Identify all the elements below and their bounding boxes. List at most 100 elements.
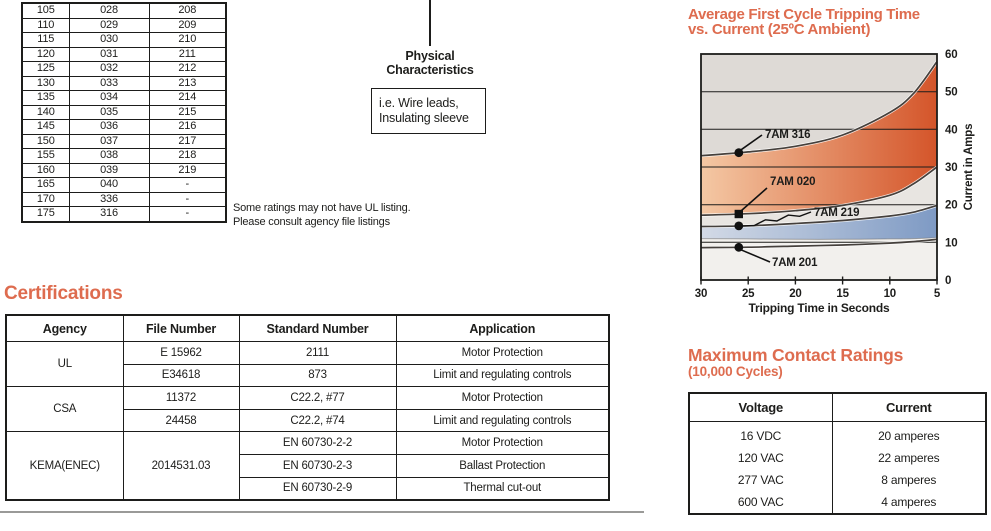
ratings-row: 110 029 209 <box>21 17 227 33</box>
marker-dot <box>734 221 744 231</box>
ratings-cell: - <box>148 206 227 222</box>
bottom-divider-line <box>0 511 644 513</box>
band-gray-mid <box>701 167 937 227</box>
ratings-cell: 165 <box>21 177 70 193</box>
ratings-cell: 036 <box>68 119 150 135</box>
contact-ratings-table-body: 16 VDC 20 amperes 120 VAC 22 amperes 277 VAC… <box>689 421 986 514</box>
ratings-row: 150 037 217 <box>21 133 227 149</box>
ratings-cell: 037 <box>68 133 150 149</box>
ratings-cell: 160 <box>21 162 70 178</box>
y-tick-label-10: 10 <box>945 237 957 249</box>
application-cell: Thermal cut-out <box>395 476 610 501</box>
ratings-cell: 212 <box>148 61 227 77</box>
ratings-cell: 150 <box>21 133 70 149</box>
file-number-cell: 2014531.03 <box>122 431 240 501</box>
ul-listing-note: Some ratings may not have UL listing. Pl… <box>233 201 411 229</box>
ratings-cell: 032 <box>68 61 150 77</box>
agency-cell: UL <box>5 340 124 388</box>
contact-ratings-heading-line1: Maximum Contact Ratings <box>688 345 904 365</box>
ratings-cell: 219 <box>148 162 227 178</box>
chart-title: Average First Cycle Tripping Time vs. Cu… <box>688 7 920 37</box>
contact-ratings-heading: Maximum Contact Ratings (10,000 Cycles) <box>688 346 903 379</box>
ratings-row: 125 032 212 <box>21 61 227 77</box>
ratings-cell: - <box>148 191 227 207</box>
standard-number-cell: EN 60730-2-2 <box>238 431 397 455</box>
ratings-cell: 216 <box>148 119 227 135</box>
ratings-cell: 217 <box>148 133 227 149</box>
agency-cell: CSA <box>5 386 124 433</box>
ratings-cell: 120 <box>21 46 70 62</box>
ratings-cell: 211 <box>148 46 227 62</box>
contact-ratings-cell: 16 VDC <box>740 429 782 443</box>
y-tick-label-50: 50 <box>945 87 957 99</box>
ratings-cell: 034 <box>68 90 150 106</box>
ratings-cell: 115 <box>21 32 70 48</box>
application-cell: Motor Protection <box>395 341 610 365</box>
certifications-header-row: Agency File Number Standard Number Applicat… <box>5 314 610 342</box>
standard-number-cell: C22.2, #74 <box>238 408 397 433</box>
ratings-row: 140 035 215 <box>21 104 227 120</box>
marker-dot <box>734 242 744 252</box>
y-tick-label-30: 30 <box>945 162 957 174</box>
x-tick-label-15: 15 <box>836 288 849 300</box>
plot-border <box>700 53 938 281</box>
application-cell: Limit and regulating controls <box>395 363 610 388</box>
series-label-7am-219: 7AM 219 <box>814 207 859 219</box>
y-tick-label-0: 0 <box>945 275 951 287</box>
chart-title-line2: vs. Current (25ºC Ambient) <box>688 21 871 38</box>
callout-line <box>739 187 768 213</box>
physical-characteristics-label: Physical Characteristics <box>350 49 510 77</box>
ratings-row: 115 030 210 <box>21 32 227 48</box>
tripping-time-chart: 30 25 20 15 10 5 Tripping Time in Seconds 0 10 20… <box>695 49 975 315</box>
agency-cell: KEMA(ENEC) <box>5 431 124 501</box>
y-tick-label-60: 60 <box>945 49 957 61</box>
ratings-table: 105 028 208 110 029 209 115 030 210 120 031 211 125 0… <box>21 2 227 223</box>
ratings-cell: 039 <box>68 162 150 178</box>
ratings-cell: 033 <box>68 75 150 91</box>
ratings-row: 135 034 214 <box>21 90 227 106</box>
certifications-column-header: Application <box>395 314 610 342</box>
chart-title-line1: Average First Cycle Tripping Time <box>688 6 920 23</box>
curve-7am-020 <box>700 166 938 217</box>
ratings-row: 105 028 208 <box>21 2 227 19</box>
ratings-cell: 038 <box>68 148 150 164</box>
certifications-table: Agency File Number Standard Number Applicat… <box>5 314 610 502</box>
ratings-cell: 336 <box>68 191 150 207</box>
callout-pointer-line <box>429 0 431 46</box>
certifications-row: UL E 15962 2111 Motor Protection <box>5 340 610 388</box>
contact-ratings-cell: 600 VAC <box>737 495 784 509</box>
certifications-row: KEMA(ENEC) 2014531.03 EN 60730-2-2 Motor Pr… <box>5 431 610 501</box>
certifications-row: CSA 11372 C22.2, #77 Motor Protection <box>5 386 610 433</box>
x-tick-label-25: 25 <box>742 288 755 300</box>
y-axis-title: Current in Amps <box>963 124 975 211</box>
contact-ratings-table: Voltage Current 16 VDC 20 amperes 120 VAC 22… <box>688 392 987 515</box>
application-cell: Ballast Protection <box>395 453 610 478</box>
contact-ratings-cell: 277 VAC <box>737 473 784 487</box>
ratings-cell: 031 <box>68 46 150 62</box>
contact-ratings-row: 600 VAC 4 amperes <box>689 491 986 514</box>
physical-box-line2: Insulating sleeve <box>379 111 469 125</box>
callout-line <box>739 248 771 263</box>
contact-ratings-column-header: Voltage <box>689 393 832 422</box>
certifications-table-body: UL E 15962 2111 Motor Protection E34618 873 Li… <box>5 340 610 501</box>
certifications-row: 24458 C22.2, #74 Limit and regulating cont… <box>6 408 610 433</box>
certifications-column-header: Standard Number <box>238 314 397 342</box>
ratings-cell: 030 <box>68 32 150 48</box>
series-label-7am-316: 7AM 316 <box>765 129 810 141</box>
ratings-cell: 209 <box>148 17 227 33</box>
certifications-heading: Certifications <box>4 283 123 304</box>
contact-ratings-row: 120 VAC 22 amperes <box>689 447 986 469</box>
physical-label-line1: Physical <box>405 49 455 63</box>
ratings-row: 160 039 219 <box>21 162 227 178</box>
ratings-cell: 029 <box>68 17 150 33</box>
contact-ratings-row: 16 VDC 20 amperes <box>689 421 986 447</box>
marker-dot <box>734 148 744 158</box>
ratings-cell: 028 <box>68 2 150 19</box>
callout-line <box>739 134 763 152</box>
ratings-cell: 214 <box>148 90 227 106</box>
certifications-column-header: File Number <box>122 314 240 342</box>
ratings-cell: 110 <box>21 17 70 33</box>
ratings-cell: 035 <box>68 104 150 120</box>
curve-7am-201 <box>700 238 938 249</box>
standard-number-cell: 2111 <box>238 341 397 365</box>
